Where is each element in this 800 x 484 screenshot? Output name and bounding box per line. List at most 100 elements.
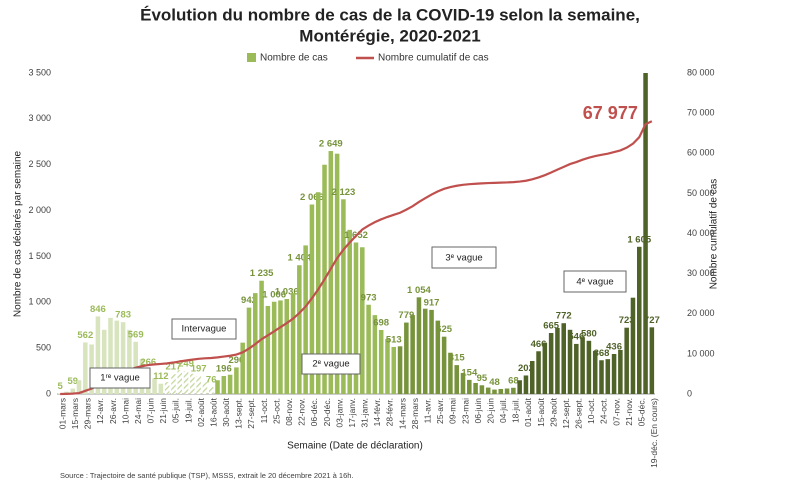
x-tick-label: 20-juin [485, 398, 495, 424]
data-label: 466 [531, 339, 547, 350]
data-label: 1 054 [407, 285, 431, 296]
bar [511, 387, 516, 394]
bar [127, 329, 132, 394]
y-tick-label: 3 500 [28, 67, 51, 77]
y-tick-label: 1 500 [28, 251, 51, 261]
bar [334, 153, 340, 394]
x-tick-label: 27-sept. [246, 398, 256, 429]
bar [536, 351, 541, 394]
y-axis-title: Nombre de cas déclarés par semaine [13, 150, 24, 317]
x-tick-label: 05-déc. [637, 398, 647, 426]
bar [341, 199, 346, 394]
data-label: 779 [398, 310, 414, 321]
x-tick-label: 07-nov. [611, 398, 621, 426]
bar [284, 298, 290, 394]
x-tick-label: 01-mars [57, 398, 67, 429]
legend-swatch [247, 53, 256, 62]
data-label: 562 [77, 330, 93, 341]
annotation: 1ʳᵉ vague [100, 373, 140, 384]
annotation-box [431, 246, 497, 269]
x-tick-label: 04-juil. [498, 398, 508, 423]
bar [485, 387, 491, 394]
legend-label: Nombre de cas [260, 53, 328, 64]
bar [120, 322, 126, 394]
bar [385, 338, 390, 394]
bar [347, 229, 352, 394]
data-label: 513 [386, 334, 402, 345]
annotation: 3ᵉ vague [445, 253, 482, 264]
data-label: 112 [153, 371, 168, 382]
x-tick-label: 26-sept. [574, 398, 584, 429]
x-tick-label: 14-mars [397, 398, 407, 429]
bar [574, 343, 579, 394]
bar [70, 388, 76, 394]
bar [643, 73, 648, 394]
bar [158, 383, 164, 394]
bar [517, 380, 522, 394]
bar [555, 327, 560, 394]
bar [83, 342, 88, 394]
bar [580, 337, 585, 394]
bar [234, 367, 239, 394]
x-tick-label: 28-mars [410, 398, 420, 429]
bar [360, 247, 365, 394]
bar [152, 378, 157, 394]
x-tick-label: 29-août [548, 397, 558, 426]
x-tick-label: 15-mars [70, 398, 80, 429]
x-tick-label: 26-avr. [108, 398, 118, 424]
y2-tick-label: 30 000 [687, 268, 715, 278]
data-label: 68 [508, 375, 519, 386]
data-label: 368 [594, 348, 610, 359]
annotation-box [171, 318, 237, 340]
bar [467, 379, 472, 394]
y2-tick-label: 70 000 [687, 108, 715, 118]
x-tick-label: 31-janv. [360, 398, 370, 428]
bar [561, 323, 566, 394]
bar [259, 280, 264, 394]
bar [221, 376, 227, 394]
bar [196, 375, 201, 394]
bar [303, 245, 308, 394]
x-tick-label: 22-nov. [297, 398, 307, 426]
data-label: 1 036 [275, 286, 299, 297]
annotation: 2ᵉ vague [312, 359, 349, 370]
data-label: 772 [556, 311, 572, 322]
x-tick-label: 07-juin [146, 398, 156, 424]
y2-tick-label: 80 000 [687, 67, 715, 77]
data-label: 59 [67, 376, 78, 387]
data-label: 249 [178, 359, 194, 370]
bar [454, 365, 459, 394]
data-label: 154 [461, 367, 478, 378]
bar [586, 340, 592, 394]
x-tick-label: 01-août [523, 397, 533, 426]
bar [202, 382, 208, 394]
bar [353, 242, 359, 394]
data-label: 196 [216, 364, 232, 375]
bar [297, 265, 302, 394]
source: Source : Trajectoire de santé publique (… [60, 471, 354, 480]
data-label: 290 [228, 355, 244, 366]
data-label: 266 [140, 357, 156, 368]
x-tick-label: 16-août [208, 397, 218, 426]
data-label: 202 [518, 363, 534, 374]
x-tick-label: 30-août [221, 397, 231, 426]
data-label: 580 [581, 328, 597, 339]
bar [397, 346, 403, 394]
bar [416, 297, 422, 394]
data-label: 1 235 [250, 268, 274, 279]
bar [422, 308, 428, 394]
bar [177, 370, 183, 394]
bar [441, 336, 447, 394]
bar [208, 387, 214, 394]
legend-label: Nombre cumulatif de cas [378, 53, 489, 64]
data-label: 2 066 [300, 192, 324, 203]
x-tick-label: 11-avr. [422, 398, 432, 423]
bar [404, 322, 409, 394]
bar [164, 382, 170, 394]
y-tick-label: 2 500 [28, 159, 51, 169]
data-label: 569 [128, 329, 144, 340]
bar [592, 350, 598, 394]
bar [630, 297, 636, 394]
bar [542, 342, 548, 394]
bar [492, 389, 497, 394]
